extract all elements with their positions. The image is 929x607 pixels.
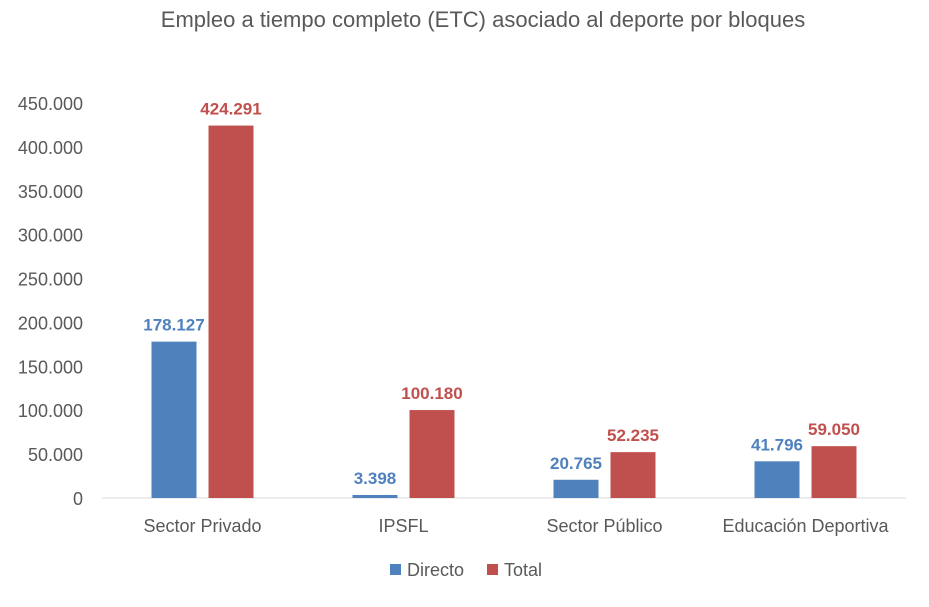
y-tick-label: 400.000 xyxy=(18,138,83,158)
chart-title: Empleo a tiempo completo (ETC) asociado … xyxy=(161,7,805,32)
bar-directo-3 xyxy=(754,461,800,498)
bar-directo-2 xyxy=(553,479,599,498)
y-axis: 0 50.000 100.000 150.000 200.000 250.000 300.0… xyxy=(18,94,83,509)
data-label: 41.796 xyxy=(751,435,803,454)
bar-total-0 xyxy=(208,125,254,499)
bar-total-2 xyxy=(610,452,656,498)
x-axis: Sector Privado IPSFL Sector Público Educaci… xyxy=(143,516,889,536)
legend-label: Directo xyxy=(407,560,464,580)
legend-swatch-directo xyxy=(390,564,401,575)
y-tick-label: 350.000 xyxy=(18,182,83,202)
y-tick-label: 450.000 xyxy=(18,94,83,114)
x-tick-label: Sector Privado xyxy=(143,516,261,536)
y-tick-label: 150.000 xyxy=(18,357,83,377)
legend-label: Total xyxy=(504,560,542,580)
bars: 178.127 424.291 3.398 100.180 20.765 52.235 41… xyxy=(143,100,860,499)
y-tick-label: 250.000 xyxy=(18,270,83,290)
y-tick-label: 300.000 xyxy=(18,226,83,246)
bar-directo-0 xyxy=(151,341,197,498)
x-tick-label: Sector Público xyxy=(546,516,662,536)
data-label: 59.050 xyxy=(808,420,860,439)
y-tick-label: 100.000 xyxy=(18,401,83,421)
y-tick-label: 200.000 xyxy=(18,313,83,333)
bar-directo-1 xyxy=(352,495,398,498)
y-tick-label: 50.000 xyxy=(28,445,83,465)
x-tick-label: IPSFL xyxy=(378,516,428,536)
data-label: 424.291 xyxy=(200,100,261,119)
data-label: 100.180 xyxy=(401,384,462,403)
y-tick-label: 0 xyxy=(73,489,83,509)
x-tick-label: Educación Deportiva xyxy=(722,516,889,536)
data-label: 178.127 xyxy=(143,316,204,335)
bar-total-1 xyxy=(409,410,455,498)
data-label: 52.235 xyxy=(607,426,659,445)
data-label: 3.398 xyxy=(354,469,397,488)
bar-total-3 xyxy=(811,446,857,498)
legend-swatch-total xyxy=(487,564,498,575)
legend: Directo Total xyxy=(390,560,542,580)
data-label: 20.765 xyxy=(550,454,602,473)
